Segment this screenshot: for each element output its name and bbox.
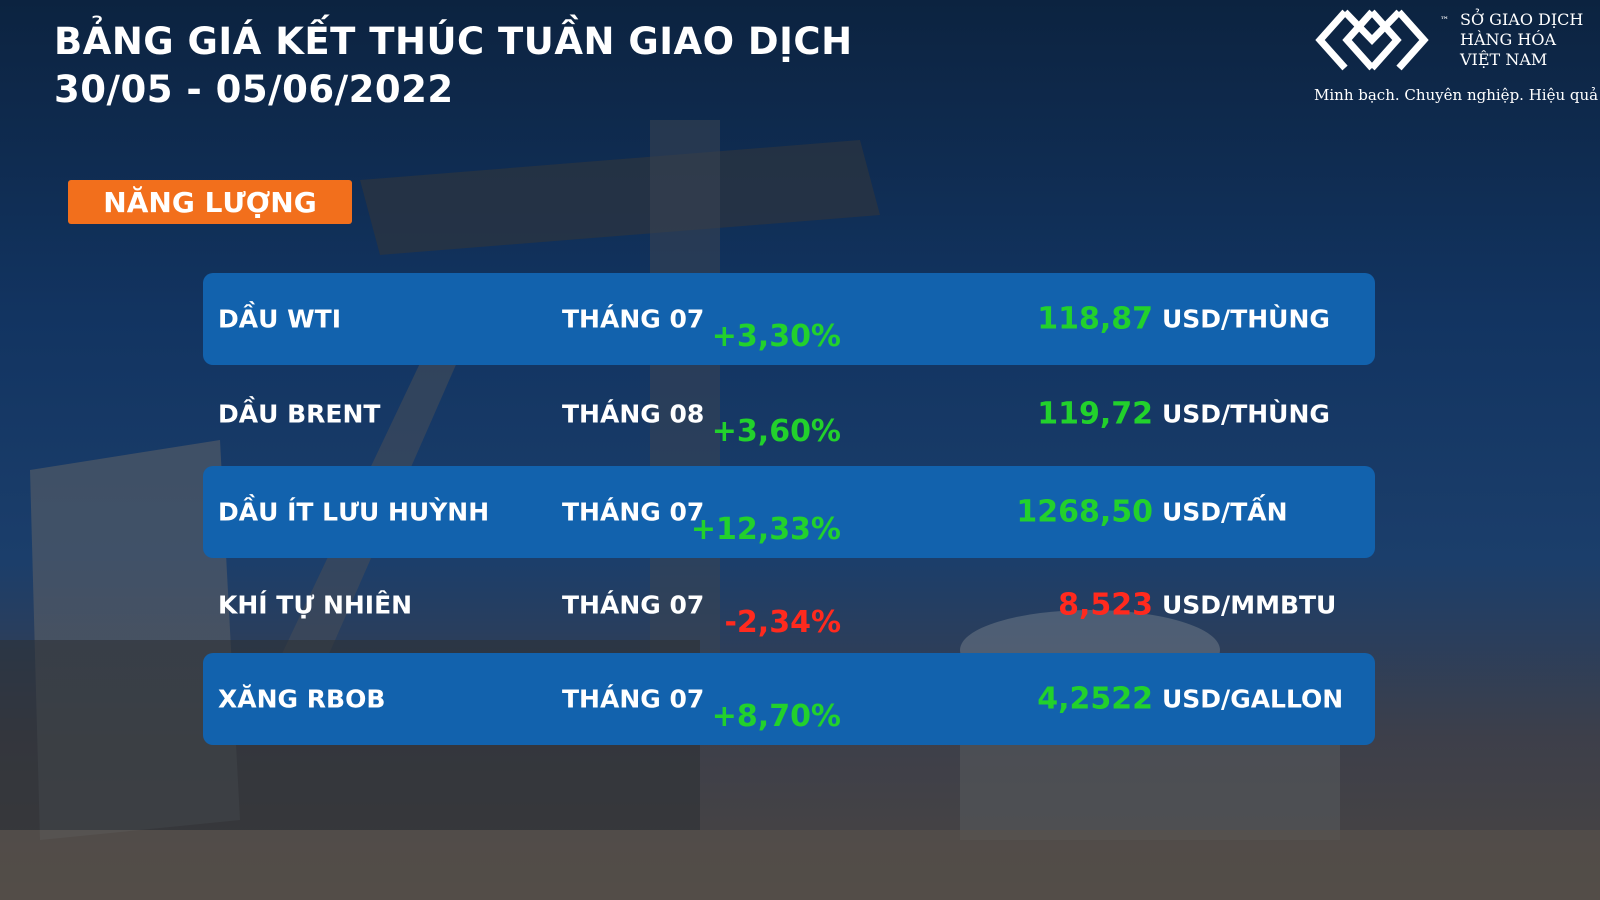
date-range: 30/05 - 05/06/2022	[54, 68, 454, 111]
contract-month: THÁNG 07	[562, 590, 705, 620]
unit: USD/TẤN	[1162, 497, 1288, 527]
title: BẢNG GIÁ KẾT THÚC TUẦN GIAO DỊCH	[54, 20, 853, 63]
percent-change: +3,60%	[711, 414, 841, 449]
logo-mark	[1315, 9, 1429, 71]
contract-month: THÁNG 07	[562, 497, 705, 527]
table-row: DẦU BRENT THÁNG 08 +3,60% 119,72 USD/THÙNG	[203, 368, 1375, 460]
unit: USD/THÙNG	[1162, 399, 1330, 429]
table-row: DẦU ÍT LƯU HUỲNH THÁNG 07 +12,33% 1268,50 US…	[203, 466, 1375, 558]
commodity-name: DẦU WTI	[218, 304, 342, 334]
trademark: ™	[1440, 16, 1449, 26]
tagline: Minh bạch. Chuyên nghiệp. Hiệu quả	[1314, 86, 1599, 104]
price: 8,523	[1058, 587, 1153, 623]
table-row: KHÍ TỰ NHIÊN THÁNG 07 -2,34% 8,523 USD/MMBTU	[203, 559, 1375, 651]
logo-line: SỞ GIAO DỊCH	[1460, 10, 1584, 29]
commodity-name: DẦU BRENT	[218, 399, 381, 429]
table-row: DẦU WTI THÁNG 07 +3,30% 118,87 USD/THÙNG	[203, 273, 1375, 365]
percent-change: +8,70%	[711, 699, 841, 734]
table-row: XĂNG RBOB THÁNG 07 +8,70% 4,2522 USD/GALLON	[203, 653, 1375, 745]
contract-month: THÁNG 07	[562, 684, 705, 714]
commodity-name: XĂNG RBOB	[218, 684, 386, 714]
contract-month: THÁNG 07	[562, 304, 705, 334]
contract-month: THÁNG 08	[562, 399, 705, 429]
price: 119,72	[1037, 396, 1153, 432]
unit: USD/GALLON	[1162, 684, 1344, 714]
price: 118,87	[1037, 301, 1153, 337]
unit: USD/MMBTU	[1162, 590, 1337, 620]
percent-change: -2,34%	[724, 605, 841, 640]
unit: USD/THÙNG	[1162, 304, 1330, 334]
price: 1268,50	[1016, 494, 1153, 530]
logo-line: VIỆT NAM	[1460, 50, 1548, 69]
logo-line: HÀNG HÓA	[1460, 30, 1556, 49]
percent-change: +12,33%	[690, 512, 841, 547]
section-label: NĂNG LƯỢNG	[68, 180, 352, 224]
commodity-name: KHÍ TỰ NHIÊN	[218, 590, 413, 620]
percent-change: +3,30%	[711, 319, 841, 354]
commodity-name: DẦU ÍT LƯU HUỲNH	[218, 497, 490, 527]
price: 4,2522	[1037, 681, 1153, 717]
